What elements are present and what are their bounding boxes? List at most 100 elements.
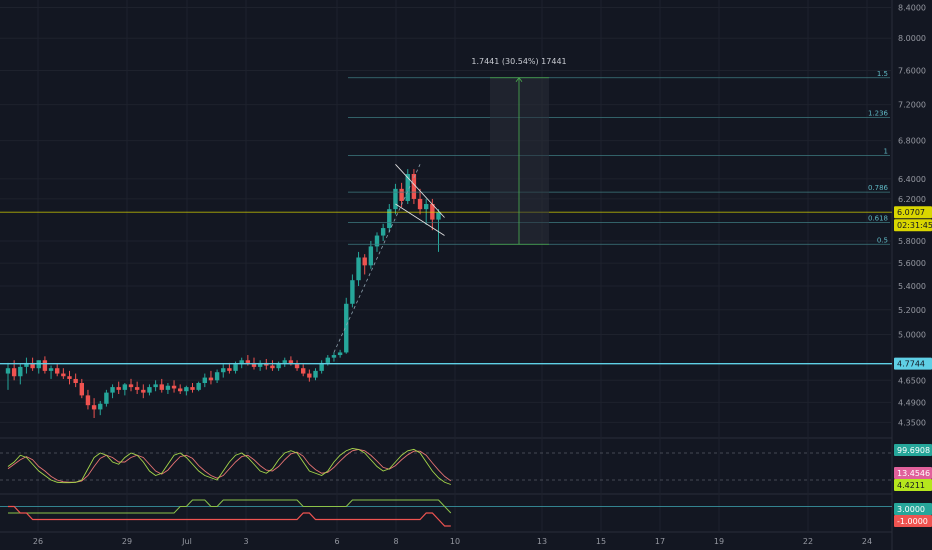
candle[interactable]: [208, 370, 214, 385]
candle[interactable]: [387, 204, 392, 233]
candle[interactable]: [5, 362, 11, 390]
candle[interactable]: [159, 378, 164, 393]
candle[interactable]: [98, 400, 103, 416]
candle[interactable]: [380, 223, 386, 241]
candle[interactable]: [227, 362, 232, 374]
price-tick-label: 5.2000: [898, 306, 926, 315]
time-tick-label: 13: [537, 537, 547, 546]
candle-body: [214, 372, 220, 381]
candle[interactable]: [91, 398, 97, 419]
dashed-trend-line[interactable]: [333, 164, 421, 353]
candle[interactable]: [405, 169, 410, 205]
candle[interactable]: [165, 383, 171, 394]
candle[interactable]: [436, 209, 441, 252]
candle[interactable]: [257, 360, 263, 371]
candle[interactable]: [294, 360, 300, 371]
candle[interactable]: [171, 380, 177, 393]
candle[interactable]: [319, 360, 324, 374]
candle[interactable]: [221, 364, 226, 378]
trend-red-line[interactable]: [8, 505, 451, 527]
candle[interactable]: [178, 384, 183, 394]
candle[interactable]: [368, 240, 374, 269]
candle[interactable]: [73, 373, 78, 388]
candle[interactable]: [239, 357, 244, 369]
fib-level-label: 0.786: [868, 184, 889, 192]
candle[interactable]: [18, 364, 23, 385]
candle[interactable]: [134, 381, 140, 394]
candle[interactable]: [307, 369, 312, 382]
candle-body: [208, 377, 214, 381]
candle[interactable]: [147, 384, 152, 396]
candle[interactable]: [79, 378, 84, 399]
candle-body: [104, 392, 109, 404]
time-tick-label: 24: [862, 537, 872, 546]
candle[interactable]: [362, 254, 367, 275]
candle[interactable]: [411, 169, 417, 205]
candle-body: [128, 384, 134, 388]
candle[interactable]: [184, 385, 189, 396]
candle-body: [196, 383, 201, 390]
price-tick-label: 4.4900: [898, 398, 926, 407]
candle-body: [380, 228, 386, 236]
candle[interactable]: [48, 365, 54, 379]
candle-body: [141, 389, 146, 393]
time-axis[interactable]: 26 29 Jul 3 6 8 10 13 15 17 19 22 24: [33, 537, 872, 546]
candle[interactable]: [430, 198, 435, 231]
trend-tag-top-bg: [894, 503, 932, 515]
candle[interactable]: [374, 232, 380, 252]
candle[interactable]: [356, 251, 361, 287]
candle-body: [147, 387, 152, 393]
candle[interactable]: [196, 381, 201, 392]
candle-body: [424, 204, 429, 210]
candle-body: [24, 362, 29, 367]
stoch-d-line[interactable]: [7, 448, 452, 483]
candle[interactable]: [331, 352, 337, 362]
candle[interactable]: [393, 183, 398, 215]
candle-body: [79, 383, 84, 396]
candle[interactable]: [128, 378, 134, 392]
stoch-k-line[interactable]: [7, 448, 451, 485]
candle[interactable]: [85, 389, 91, 410]
candle[interactable]: [61, 368, 66, 379]
candle[interactable]: [214, 369, 220, 384]
measure-box[interactable]: [490, 77, 549, 245]
candle[interactable]: [122, 383, 128, 396]
price-axis[interactable]: 8.4000 8.0000 7.6000 7.2000 6.8000 6.4000 6.20…: [894, 3, 932, 427]
candle[interactable]: [67, 370, 72, 385]
wedge-lower-line[interactable]: [395, 203, 445, 236]
fib-level-label: 0.5: [877, 236, 888, 244]
candle[interactable]: [36, 360, 41, 374]
candle[interactable]: [313, 368, 318, 381]
measure-arrowhead: [515, 77, 523, 82]
candle[interactable]: [55, 364, 60, 377]
candle[interactable]: [116, 381, 121, 394]
candle[interactable]: [42, 356, 48, 374]
candle[interactable]: [190, 383, 195, 393]
candle[interactable]: [202, 373, 207, 388]
candle[interactable]: [24, 357, 29, 374]
drawing-annotations[interactable]: 1.5 1.236 1 0.786 0.618 0.5 1.7441 (30.54%) 17…: [0, 57, 892, 365]
stochastic-pane[interactable]: 99.6908 13.4546 4.4211: [0, 444, 932, 491]
wedge-upper-line[interactable]: [395, 163, 445, 218]
candle[interactable]: [282, 357, 287, 367]
trend-green-line[interactable]: [8, 499, 452, 514]
candle[interactable]: [350, 274, 355, 308]
candle-body: [374, 235, 380, 247]
candle[interactable]: [153, 380, 158, 392]
time-tick-label: 26: [33, 537, 43, 546]
candle[interactable]: [417, 188, 423, 215]
candle[interactable]: [110, 384, 115, 399]
candle[interactable]: [399, 182, 404, 208]
price-tick-label: 6.2000: [898, 195, 926, 204]
candle[interactable]: [337, 349, 343, 358]
candle[interactable]: [141, 384, 146, 399]
candle[interactable]: [301, 364, 306, 377]
candle-body: [239, 360, 244, 365]
stoch-tag-top-bg: [894, 444, 932, 456]
candle[interactable]: [270, 360, 275, 371]
trend-indicator-pane[interactable]: 3.0000 -1.0000: [0, 499, 932, 527]
candle[interactable]: [344, 297, 349, 354]
candle-body: [393, 188, 398, 210]
candle[interactable]: [104, 389, 109, 407]
